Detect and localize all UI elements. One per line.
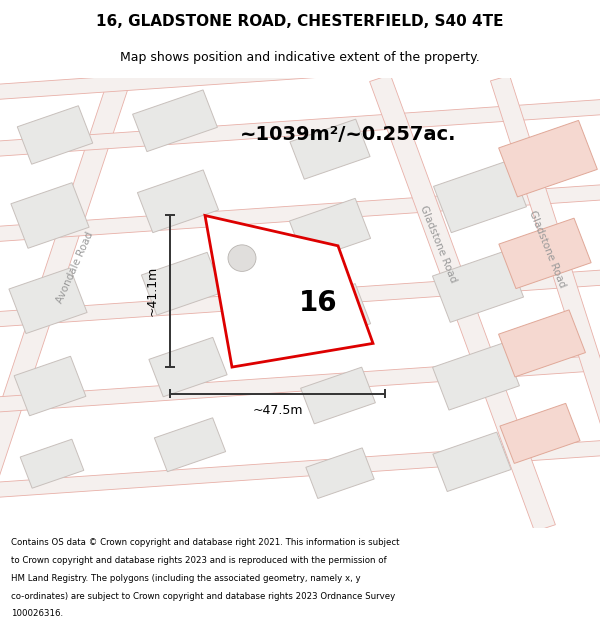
Polygon shape — [9, 268, 87, 334]
Polygon shape — [154, 418, 226, 472]
Polygon shape — [289, 198, 371, 261]
Polygon shape — [370, 75, 556, 531]
Polygon shape — [133, 90, 217, 152]
Text: Avondale Road: Avondale Road — [55, 230, 95, 305]
Polygon shape — [149, 338, 227, 397]
Text: 100026316.: 100026316. — [11, 609, 63, 619]
Text: 16: 16 — [299, 289, 337, 317]
Polygon shape — [499, 121, 598, 197]
Polygon shape — [433, 251, 524, 322]
Text: co-ordinates) are subject to Crown copyright and database rights 2023 Ordnance S: co-ordinates) are subject to Crown copyr… — [11, 592, 395, 601]
Polygon shape — [0, 355, 600, 412]
Polygon shape — [306, 448, 374, 499]
Polygon shape — [11, 182, 89, 248]
Text: HM Land Registry. The polygons (including the associated geometry, namely x, y: HM Land Registry. The polygons (includin… — [11, 574, 361, 582]
Polygon shape — [0, 42, 600, 100]
Polygon shape — [433, 343, 520, 410]
Text: ~47.5m: ~47.5m — [252, 404, 303, 417]
Circle shape — [228, 245, 256, 271]
Polygon shape — [434, 161, 526, 232]
Polygon shape — [137, 170, 218, 232]
Text: Map shows position and indicative extent of the property.: Map shows position and indicative extent… — [120, 51, 480, 64]
Polygon shape — [17, 106, 93, 164]
Polygon shape — [290, 119, 370, 179]
Polygon shape — [289, 284, 371, 346]
Text: ~1039m²/~0.257ac.: ~1039m²/~0.257ac. — [240, 126, 457, 144]
Polygon shape — [500, 403, 580, 463]
Text: Gladstone Road: Gladstone Road — [418, 204, 458, 284]
Polygon shape — [499, 218, 591, 289]
Text: Contains OS data © Crown copyright and database right 2021. This information is : Contains OS data © Crown copyright and d… — [11, 538, 400, 547]
Text: 16, GLADSTONE ROAD, CHESTERFIELD, S40 4TE: 16, GLADSTONE ROAD, CHESTERFIELD, S40 4T… — [96, 14, 504, 29]
Polygon shape — [205, 216, 373, 367]
Polygon shape — [14, 356, 86, 416]
Text: to Crown copyright and database rights 2023 and is reproduced with the permissio: to Crown copyright and database rights 2… — [11, 556, 386, 565]
Polygon shape — [490, 76, 600, 455]
Polygon shape — [142, 253, 223, 315]
Polygon shape — [0, 99, 600, 157]
Polygon shape — [20, 439, 84, 488]
Text: ~41.1m: ~41.1m — [146, 266, 158, 316]
Polygon shape — [301, 367, 376, 424]
Polygon shape — [0, 269, 600, 328]
Text: Gladstone Road: Gladstone Road — [527, 209, 567, 289]
Polygon shape — [433, 432, 511, 491]
Polygon shape — [499, 310, 586, 377]
Polygon shape — [0, 184, 600, 242]
Polygon shape — [0, 440, 600, 498]
Polygon shape — [0, 75, 130, 503]
